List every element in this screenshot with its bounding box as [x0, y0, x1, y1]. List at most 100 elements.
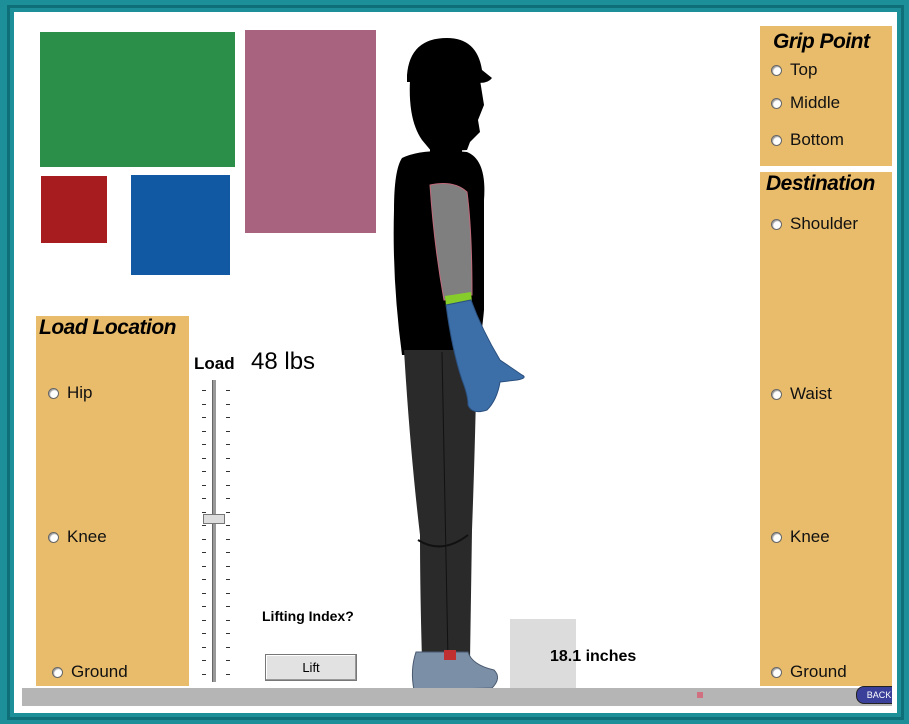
load-location-hip-radio[interactable]: Hip [48, 383, 93, 403]
slider-tick [226, 430, 230, 432]
slider-tick [226, 390, 230, 391]
slider-tick [202, 471, 206, 472]
slider-tick [226, 498, 230, 499]
slider-tick [202, 498, 206, 499]
slider-tick [202, 633, 206, 634]
load-value: 48 lbs [251, 348, 316, 375]
destination-shoulder-radio[interactable]: Shoulder [771, 214, 858, 234]
red-box[interactable] [41, 176, 107, 243]
destination-title: Destination [766, 172, 875, 195]
slider-tick [226, 606, 230, 607]
slider-tick [226, 646, 230, 648]
purple-box[interactable] [245, 30, 376, 233]
slider-tick [202, 579, 206, 580]
radio-circle[interactable] [48, 387, 59, 399]
bottom-label: Bottom [790, 130, 844, 149]
load-location-title: Load Location [39, 316, 177, 339]
ground-label: Ground [790, 662, 847, 681]
slider-tick [202, 619, 206, 621]
forearm-hand [445, 299, 525, 413]
ground-label: Ground [71, 662, 128, 681]
destination-panel: Destination Shoulder Waist Knee Ground [760, 172, 892, 686]
slider-tick [226, 633, 230, 634]
shoe [411, 651, 498, 691]
grip-bottom-radio[interactable]: Bottom [771, 130, 844, 150]
slider-tick [202, 660, 206, 661]
middle-label: Middle [790, 93, 841, 112]
slider-tick [226, 444, 230, 445]
destination-knee-radio[interactable]: Knee [771, 527, 830, 547]
waist-label: Waist [790, 384, 832, 403]
worker-figure [393, 38, 525, 691]
load-location-ground-radio[interactable]: Ground [52, 662, 128, 682]
slider-track[interactable] [212, 380, 216, 682]
radio-circle[interactable] [771, 134, 782, 146]
top-label: Top [790, 60, 818, 79]
grip-point-title: Grip Point [773, 30, 870, 53]
slider-tick [226, 417, 230, 418]
grip-top-radio[interactable]: Top [771, 60, 817, 80]
distance-readout: 18.1 inches [550, 648, 637, 665]
load-label: Load [194, 354, 235, 373]
bottom-bar [22, 688, 892, 706]
green-box[interactable] [40, 32, 235, 167]
load-box[interactable] [510, 619, 576, 689]
slider-tick [226, 403, 230, 405]
blue-box[interactable] [131, 175, 230, 275]
radio-circle[interactable] [48, 531, 59, 543]
slider-thumb[interactable] [203, 514, 225, 524]
slider-tick [202, 511, 206, 513]
knee-label: Knee [67, 527, 107, 546]
slider-tick [226, 484, 230, 486]
slider-tick [202, 592, 206, 594]
slider-tick [202, 525, 206, 526]
upper-arm [429, 183, 473, 301]
slider-tick [226, 471, 230, 472]
radio-circle[interactable] [771, 97, 782, 109]
slider-tick [202, 457, 206, 459]
slider-tick [226, 538, 230, 540]
radio-circle[interactable] [771, 531, 782, 543]
hard-hat [407, 38, 492, 83]
knee-label: Knee [790, 527, 830, 546]
slider-tick [202, 484, 206, 486]
lift-button[interactable]: Lift [265, 654, 357, 681]
slider-tick [226, 673, 230, 675]
grip-point-panel: Grip Point Top Middle Bottom [760, 26, 892, 166]
slider-tick [226, 511, 230, 513]
load-location-knee-radio[interactable]: Knee [48, 527, 107, 547]
simulation-canvas: Load Location Hip Knee Ground Load 48 lb… [22, 20, 892, 710]
destination-waist-radio[interactable]: Waist [771, 384, 832, 404]
slider-tick [226, 552, 230, 553]
shoulder-label: Shoulder [790, 214, 859, 233]
slider-tick [202, 444, 206, 445]
hip-label: Hip [67, 383, 93, 402]
slider-tick [226, 592, 230, 594]
slider-tick [202, 430, 206, 432]
slider-tick [226, 579, 230, 580]
lifting-index-label: Lifting Index? [262, 608, 354, 624]
radio-circle[interactable] [771, 64, 782, 76]
slider-tick [226, 565, 230, 567]
slider-tick [202, 552, 206, 553]
slider-tick [202, 403, 206, 405]
destination-ground-radio[interactable]: Ground [771, 662, 847, 682]
slider-tick [226, 660, 230, 661]
radio-circle[interactable] [52, 666, 63, 678]
radio-circle[interactable] [771, 388, 782, 400]
radio-circle[interactable] [771, 666, 782, 678]
slider-tick [202, 417, 206, 418]
progress-marker [697, 692, 703, 698]
slider-tick [202, 565, 206, 567]
slider-tick [202, 673, 206, 675]
slider-tick [202, 390, 206, 391]
load-slider[interactable] [198, 380, 238, 682]
slider-tick [226, 457, 230, 459]
back-button[interactable]: BACK [856, 686, 892, 704]
load-location-panel: Load Location Hip Knee Ground [36, 316, 189, 686]
grip-middle-radio[interactable]: Middle [771, 93, 840, 113]
slider-tick [226, 525, 230, 526]
radio-circle[interactable] [771, 218, 782, 230]
slider-tick [202, 606, 206, 607]
legs [404, 350, 477, 660]
